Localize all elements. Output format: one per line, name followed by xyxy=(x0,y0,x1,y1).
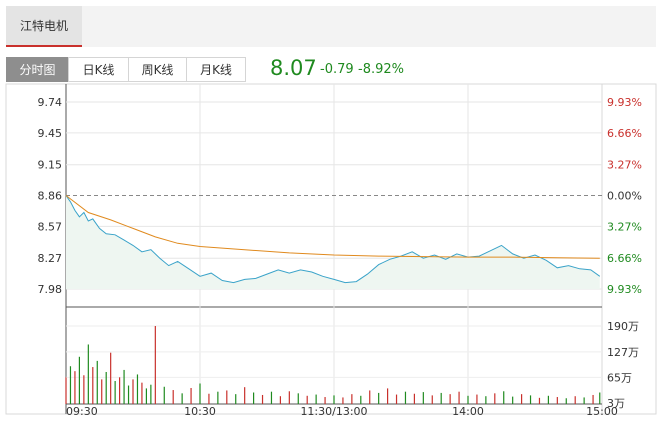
price-tick-label: 9.45 xyxy=(38,127,63,140)
title-bar: 江特电机 xyxy=(6,6,656,47)
pct-tick-label: 9.93% xyxy=(607,96,642,109)
pct-tick-label: 0.00% xyxy=(607,190,642,203)
average-price-line xyxy=(65,195,600,259)
volume-tick-label: 3万 xyxy=(607,397,625,410)
stock-name-tab[interactable]: 江特电机 xyxy=(6,6,82,47)
chart-lines xyxy=(65,195,601,284)
time-tick-label: 11:30/13:00 xyxy=(300,405,367,418)
price-tick-label: 7.98 xyxy=(38,283,63,296)
pct-tick-label: 3.27% xyxy=(607,159,642,172)
price-change: -0.79 xyxy=(320,62,354,77)
last-price: 8.07 xyxy=(270,56,317,80)
time-tick-label: 09:30 xyxy=(66,405,98,418)
chart-frame xyxy=(5,83,657,415)
tab-weekly-k[interactable]: 周K线 xyxy=(128,57,187,82)
chart-grid xyxy=(65,84,603,414)
axis-labels: 9.74 9.93% 9.45 6.66% 9.15 3.27% 8.86 0.00% 8.57… xyxy=(38,96,642,418)
tab-intraday[interactable]: 分时图 xyxy=(6,57,69,82)
time-tick-label: 10:30 xyxy=(184,405,216,418)
pct-tick-label: 6.66% xyxy=(607,252,642,265)
volume-tick-label: 65万 xyxy=(607,371,632,384)
price-tick-label: 8.27 xyxy=(38,252,63,265)
volume-tick-label: 127万 xyxy=(607,346,639,359)
time-tick-label: 14:00 xyxy=(452,405,484,418)
price-line xyxy=(65,195,601,284)
price-change-pct: -8.92% xyxy=(358,62,404,77)
pct-tick-label: 6.66% xyxy=(607,127,642,140)
price-tick-label: 9.15 xyxy=(38,159,63,172)
tab-monthly-k[interactable]: 月K线 xyxy=(186,57,246,82)
volume-tick-label: 190万 xyxy=(607,320,639,333)
chart-mode-tabs: 分时图 日K线 周K线 月K线 xyxy=(6,57,246,82)
pct-tick-label: 9.93% xyxy=(607,283,642,296)
price-tick-label: 8.57 xyxy=(38,220,63,233)
pct-tick-label: 3.27% xyxy=(607,220,642,233)
time-tick-label: 15:00 xyxy=(586,405,618,418)
price-area-fill xyxy=(66,195,600,289)
volume-bars xyxy=(65,326,601,404)
price-area xyxy=(66,195,600,289)
price-tick-label: 9.74 xyxy=(38,96,63,109)
price-tick-label: 8.86 xyxy=(38,190,63,203)
